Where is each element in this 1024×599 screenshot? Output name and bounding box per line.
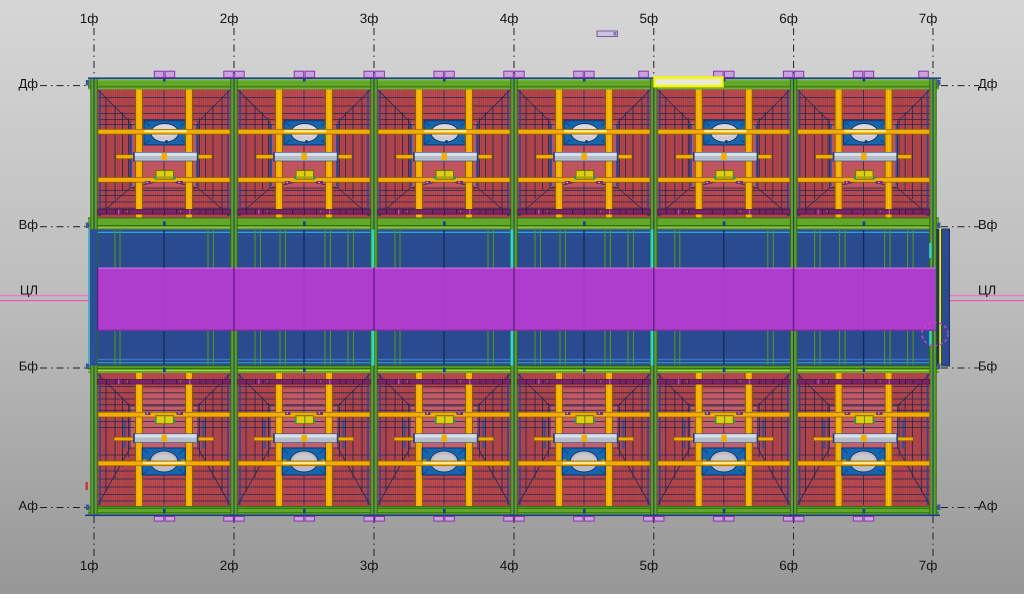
svg-text:Бф: Бф — [978, 359, 998, 374]
svg-text:Бф: Бф — [19, 359, 39, 374]
svg-text:6ф: 6ф — [779, 11, 798, 26]
svg-text:4ф: 4ф — [500, 11, 519, 26]
svg-text:2ф: 2ф — [220, 558, 239, 573]
svg-text:5ф: 5ф — [639, 11, 658, 26]
svg-text:1ф: 1ф — [80, 11, 99, 26]
svg-text:3ф: 3ф — [360, 558, 379, 573]
svg-text:Дф: Дф — [19, 76, 39, 91]
svg-text:ЦЛ: ЦЛ — [978, 283, 996, 298]
svg-text:Вф: Вф — [978, 217, 998, 232]
svg-text:4ф: 4ф — [500, 558, 519, 573]
svg-text:ЦЛ: ЦЛ — [20, 283, 38, 298]
svg-text:2ф: 2ф — [220, 11, 239, 26]
svg-text:7ф: 7ф — [919, 11, 938, 26]
svg-text:Аф: Аф — [18, 498, 38, 513]
svg-text:Аф: Аф — [978, 498, 998, 513]
svg-text:7ф: 7ф — [919, 558, 938, 573]
svg-text:Вф: Вф — [19, 217, 39, 232]
svg-text:5ф: 5ф — [639, 558, 658, 573]
svg-text:6ф: 6ф — [779, 558, 798, 573]
svg-text:Дф: Дф — [978, 76, 998, 91]
svg-text:3ф: 3ф — [360, 11, 379, 26]
svg-text:1ф: 1ф — [80, 558, 99, 573]
